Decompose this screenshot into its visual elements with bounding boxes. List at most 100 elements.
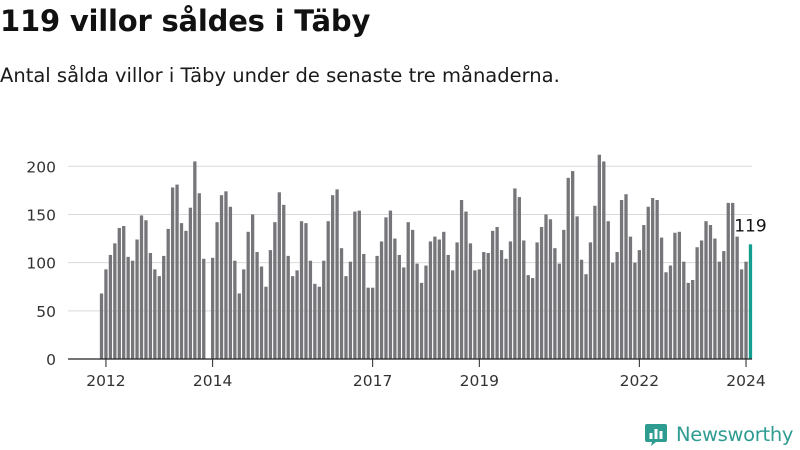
- bar: [593, 205, 597, 359]
- x-tick-label: 2022: [620, 372, 659, 390]
- bar: [99, 293, 104, 359]
- bar: [455, 242, 459, 359]
- bar: [175, 184, 179, 359]
- bar: [317, 286, 321, 359]
- bar: [268, 250, 273, 359]
- bar: [495, 226, 499, 359]
- bar: [668, 265, 673, 359]
- bar: [673, 232, 677, 359]
- bar: [406, 222, 410, 359]
- bar: [442, 231, 446, 359]
- bar: [357, 210, 361, 359]
- bar: [557, 263, 561, 359]
- bar: [491, 230, 495, 359]
- bar: [704, 221, 708, 359]
- bar: [371, 287, 375, 359]
- bar: [411, 229, 415, 359]
- bar: [322, 260, 326, 359]
- bar: [153, 269, 157, 359]
- bar: [237, 293, 241, 359]
- bar: [295, 270, 299, 359]
- bar: [575, 216, 579, 359]
- bar: [290, 276, 295, 359]
- bar: [330, 195, 335, 359]
- bar: [699, 240, 704, 359]
- bar: [731, 202, 735, 359]
- bar: [615, 252, 619, 359]
- bar: [384, 217, 388, 359]
- bar: [468, 243, 473, 359]
- bar: [513, 188, 517, 359]
- bar: [628, 236, 633, 359]
- bar: [451, 270, 455, 359]
- bar: [522, 240, 526, 359]
- bar: [691, 279, 695, 359]
- bar: [646, 206, 650, 359]
- bar: [108, 254, 113, 359]
- bar: [344, 276, 348, 359]
- bar: [282, 204, 286, 359]
- bar: [104, 269, 108, 359]
- bar: [602, 161, 606, 359]
- bar: [531, 278, 535, 359]
- bar: [579, 259, 584, 359]
- bar: [362, 253, 366, 359]
- bar: [402, 267, 406, 359]
- y-tick-label: 100: [26, 255, 56, 273]
- bar: [224, 191, 228, 359]
- bar: [655, 200, 659, 359]
- y-tick-label: 50: [36, 303, 56, 321]
- bar: [304, 223, 308, 359]
- bar: [184, 230, 188, 359]
- bar: [637, 250, 641, 359]
- bar: [571, 171, 575, 359]
- x-tick-label: 2012: [86, 372, 125, 390]
- bar: [122, 226, 126, 359]
- bar: [548, 219, 553, 359]
- bar: [162, 255, 166, 359]
- bar: [624, 194, 628, 359]
- bar: [659, 237, 664, 359]
- bar: [273, 222, 277, 359]
- x-tick-label: 2019: [460, 372, 499, 390]
- bar: [677, 231, 681, 359]
- y-tick-label: 200: [26, 158, 56, 176]
- bar: [606, 221, 610, 359]
- chart-title: 119 villor såldes i Täby: [0, 4, 371, 38]
- bar: [335, 189, 339, 359]
- bar: [179, 223, 184, 359]
- y-tick-label: 0: [46, 351, 56, 369]
- bar: [611, 262, 615, 359]
- x-tick-label: 2024: [726, 372, 765, 390]
- bar: [353, 211, 357, 359]
- bar: [584, 274, 588, 359]
- bar: [419, 282, 424, 359]
- bar: [228, 206, 233, 359]
- bar: [397, 254, 401, 359]
- bar: [277, 192, 281, 359]
- bar: [366, 287, 370, 359]
- bar: [250, 214, 255, 359]
- bar: [424, 265, 428, 359]
- chart-subtitle: Antal sålda villor i Täby under de senas…: [0, 64, 560, 87]
- bar: [682, 261, 686, 359]
- bar: [619, 200, 624, 359]
- bar: [388, 210, 393, 359]
- bar: [726, 202, 730, 359]
- bar: [482, 252, 486, 359]
- bar: [651, 198, 655, 359]
- bar: [264, 286, 268, 359]
- bar: [695, 247, 699, 359]
- bar: [210, 257, 215, 359]
- bar: [597, 154, 601, 359]
- bar: [544, 214, 548, 359]
- bar: [188, 207, 193, 359]
- bar: [642, 225, 646, 359]
- bar: [499, 250, 504, 359]
- brand-name: Newsworthy: [676, 422, 794, 446]
- bar: [539, 226, 544, 359]
- bar-highlight: [748, 244, 753, 359]
- bar: [166, 228, 170, 359]
- bar: [477, 269, 481, 359]
